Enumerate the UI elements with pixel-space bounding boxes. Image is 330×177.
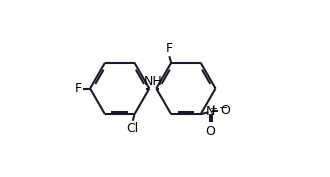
Text: −: − xyxy=(219,103,229,113)
Text: F: F xyxy=(75,82,82,95)
Text: +: + xyxy=(209,104,217,114)
Text: NH: NH xyxy=(144,75,162,88)
Text: O: O xyxy=(220,104,230,117)
Text: N: N xyxy=(206,105,215,118)
Text: O: O xyxy=(205,125,215,138)
Text: Cl: Cl xyxy=(127,122,139,135)
Text: F: F xyxy=(166,42,173,55)
